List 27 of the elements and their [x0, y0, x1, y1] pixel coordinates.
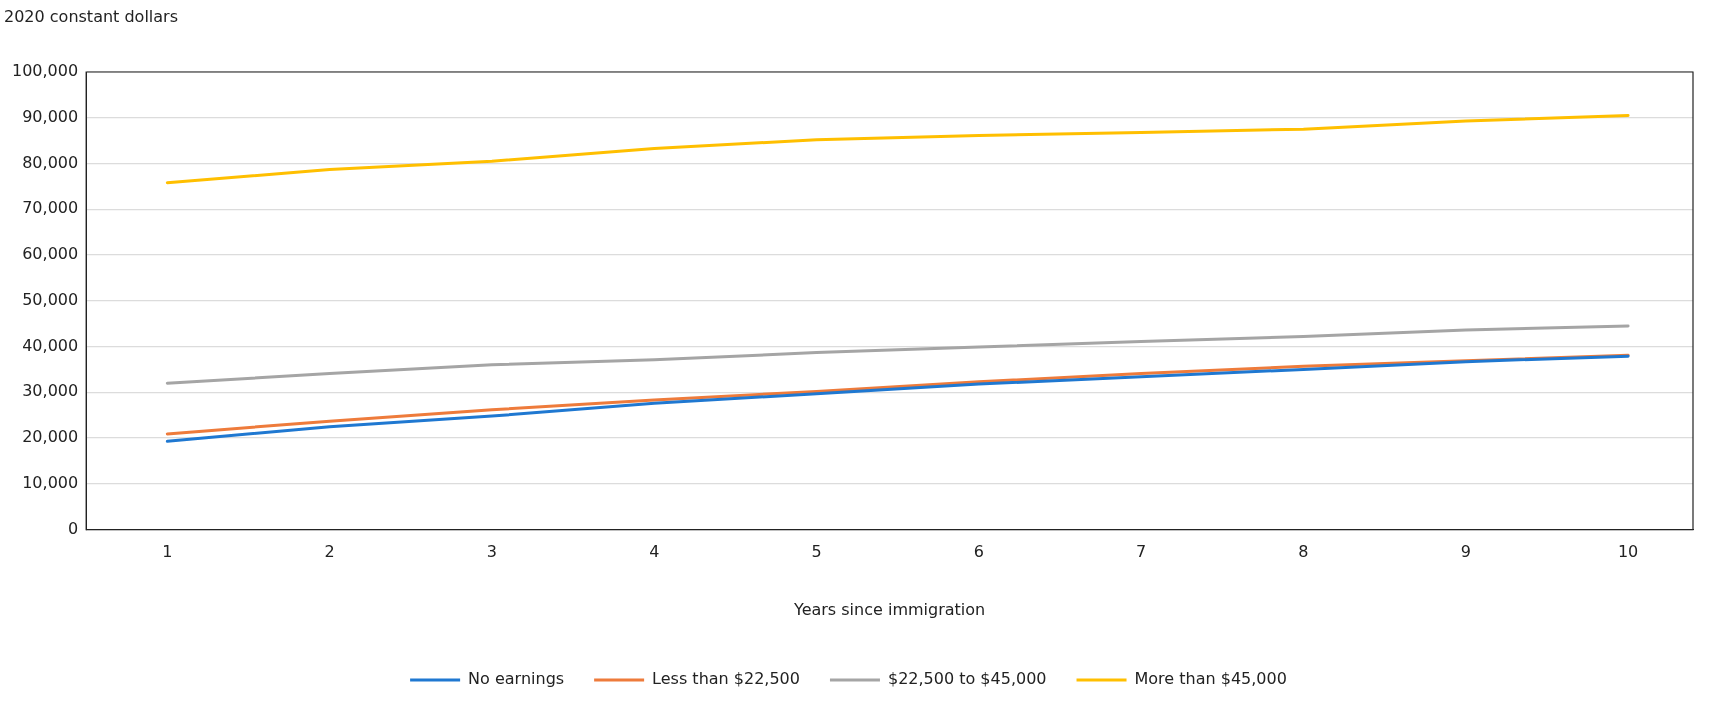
x-tick-label: 10 — [1617, 542, 1639, 562]
y-tick-label: 80,000 — [22, 152, 79, 172]
y-tick-label: 50,000 — [22, 289, 79, 309]
x-tick-label: 8 — [1298, 542, 1309, 562]
y-tick-label: 70,000 — [22, 198, 79, 218]
x-tick-label: 5 — [811, 542, 822, 562]
x-tick-label: 4 — [649, 542, 660, 562]
x-tick-label: 9 — [1460, 542, 1471, 562]
y-tick-label: 10,000 — [22, 473, 79, 492]
y-axis-title: 2020 constant dollars — [4, 7, 178, 27]
y-tick-label: 90,000 — [22, 106, 79, 126]
legend-label: Less than $22,500 — [652, 669, 800, 689]
x-tick-label: 3 — [486, 542, 498, 562]
x-tick-label: 1 — [162, 542, 173, 562]
y-tick-label: 60,000 — [22, 244, 79, 264]
legend-label: More than $45,000 — [1134, 669, 1287, 689]
y-tick-label: 30,000 — [22, 381, 79, 401]
y-tick-label: 100,000 — [11, 61, 79, 81]
legend-label: $22,500 to $45,000 — [887, 669, 1047, 689]
x-axis-title: Years since immigration — [792, 599, 986, 619]
x-tick-label: 2 — [324, 542, 335, 562]
y-tick-label: 40,000 — [22, 335, 79, 355]
x-tick-label: 7 — [1136, 542, 1147, 562]
y-tick-label: 20,000 — [22, 427, 79, 447]
legend-label: No earnings — [468, 669, 565, 689]
y-tick-label: 0 — [67, 518, 79, 538]
x-tick-label: 6 — [973, 542, 984, 562]
